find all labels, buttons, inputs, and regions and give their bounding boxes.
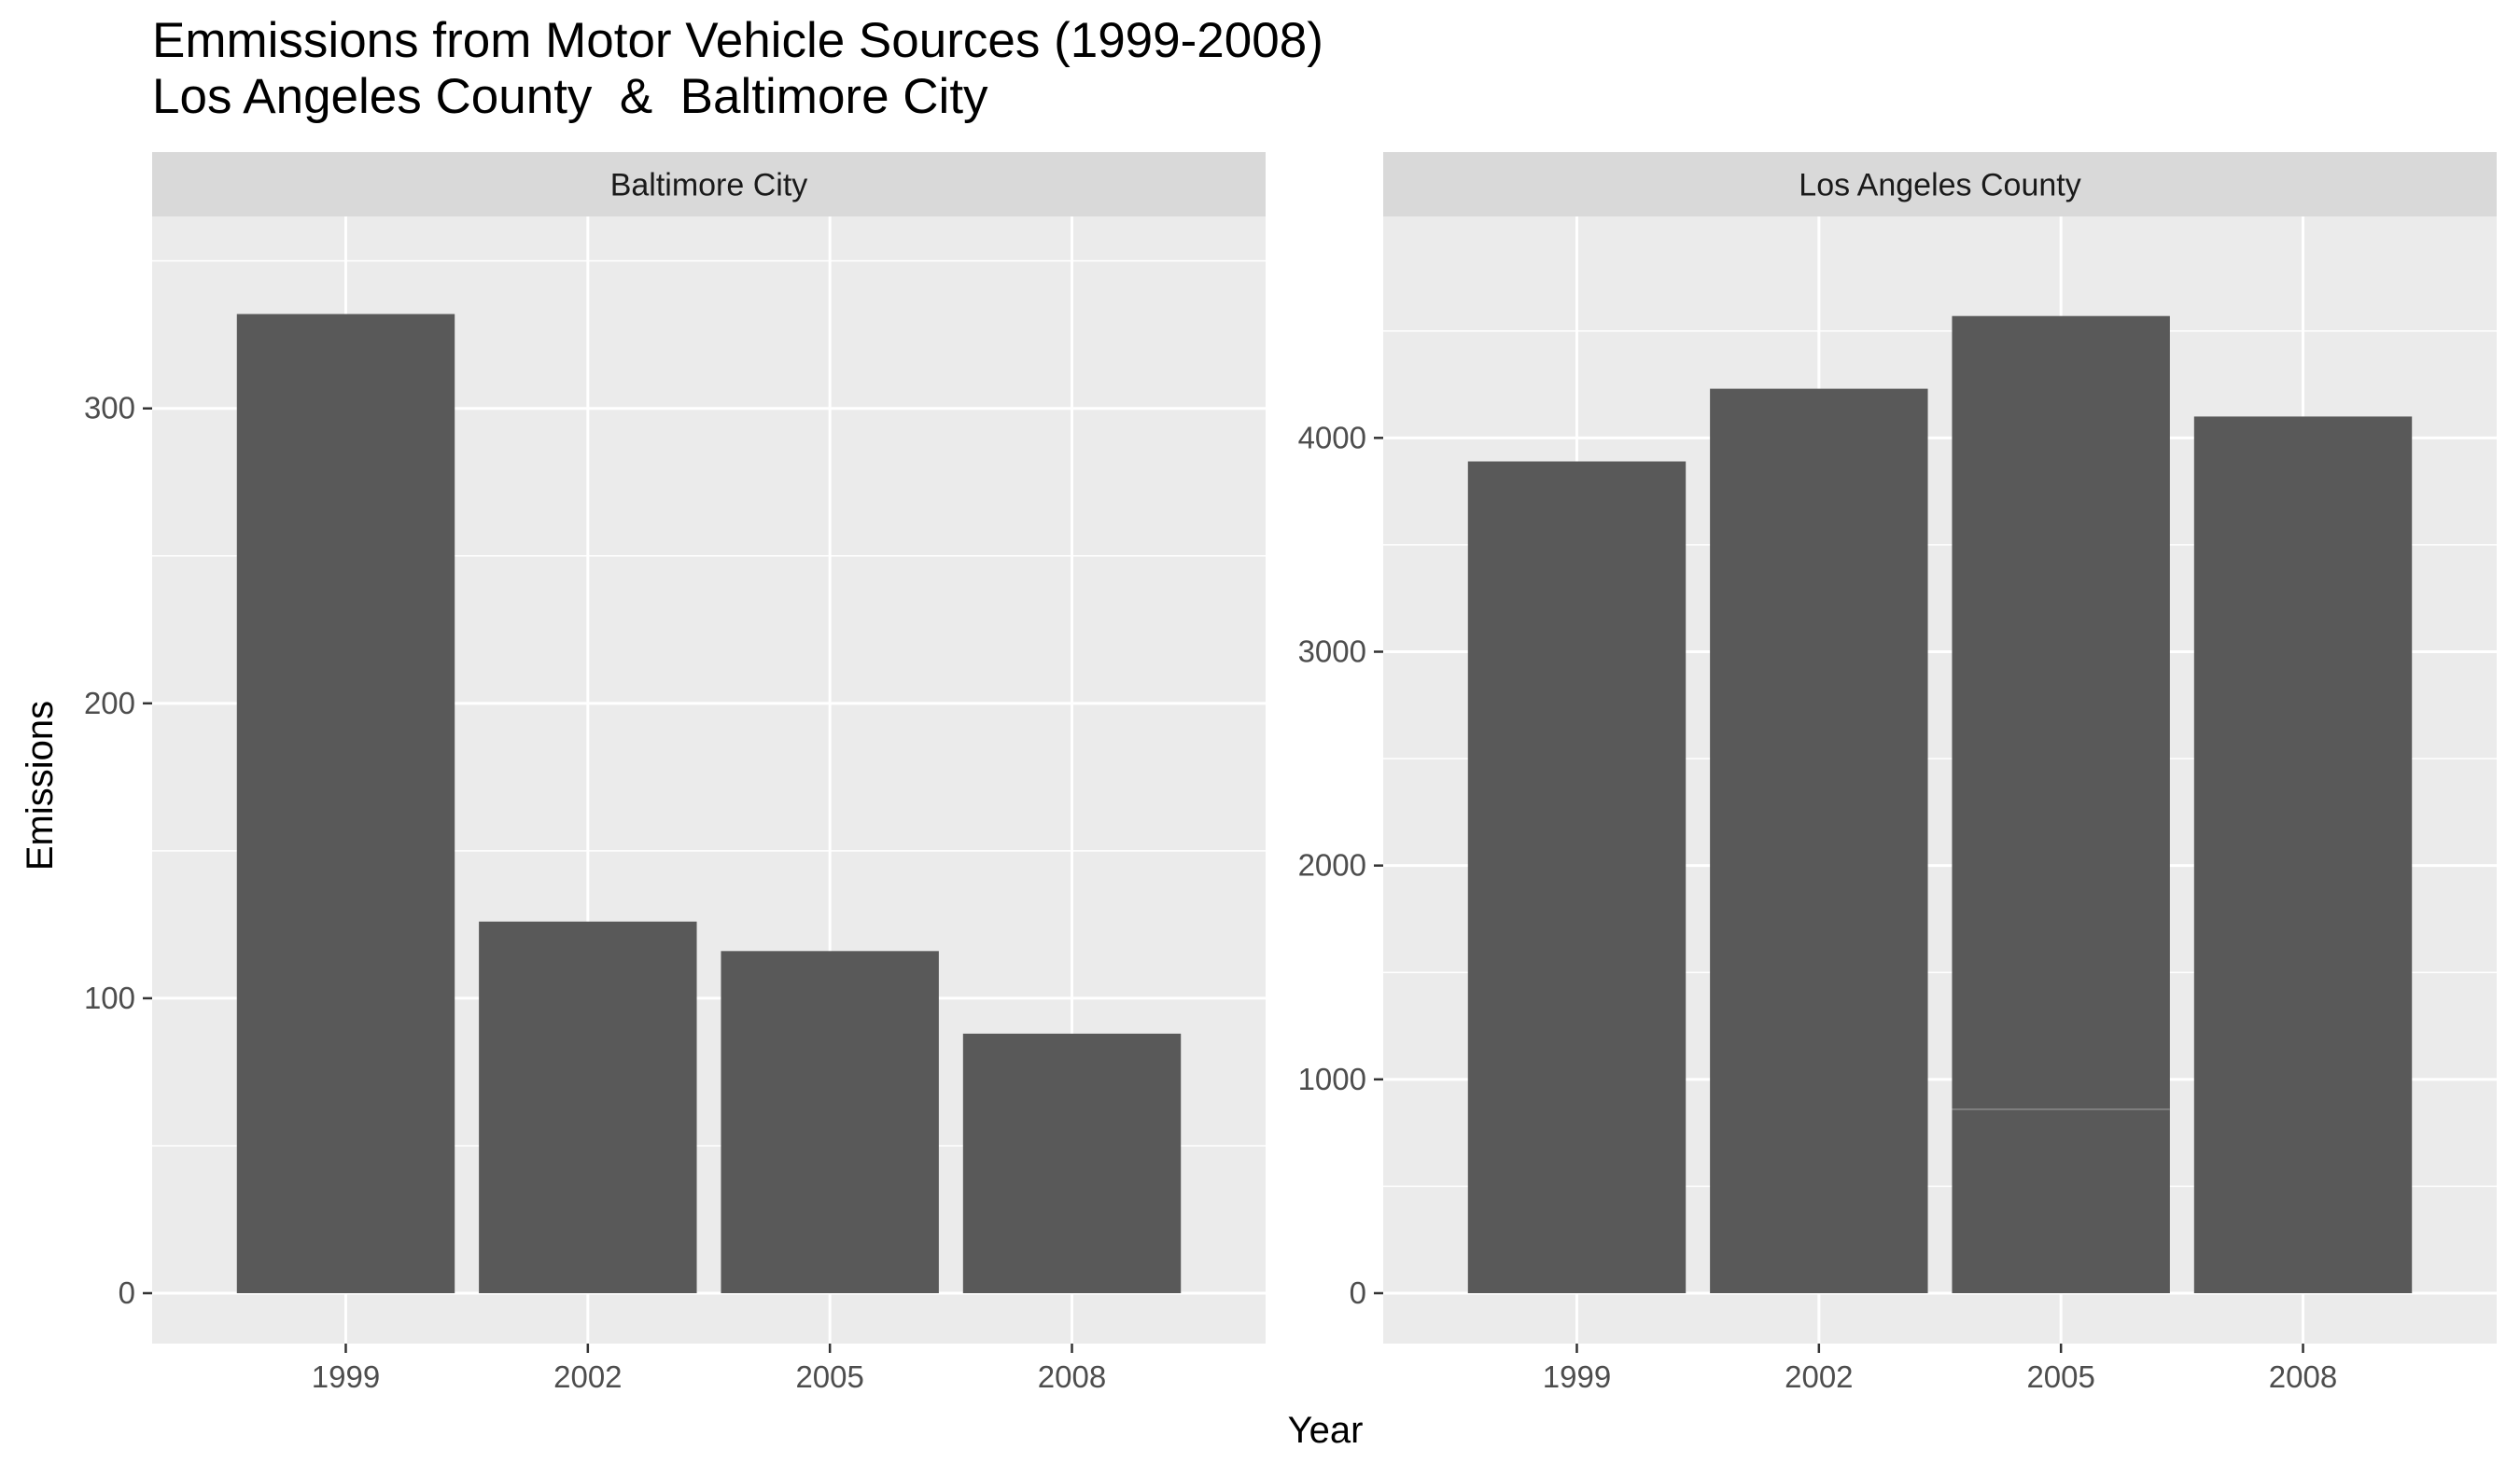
y-tick-label: 100 [84,981,135,1015]
x-axis-title: Year [1288,1410,1364,1451]
facet-strip-label: Baltimore City [610,168,808,203]
x-tick-label: 1999 [1543,1359,1611,1394]
y-tick-label: 4000 [1298,420,1366,454]
y-tick-label: 0 [119,1275,135,1310]
facet-strip [1383,152,2497,216]
y-tick-label: 300 [84,391,135,425]
y-axis-title: Emissions [20,701,61,871]
y-tick-label: 2000 [1298,848,1366,883]
x-tick-label: 2008 [2269,1359,2337,1394]
facet-strip [152,152,1266,216]
y-tick-label: 1000 [1298,1062,1366,1096]
bar-2005 [721,951,939,1293]
x-tick-label: 1999 [312,1359,380,1394]
chart-title: Emmissions from Motor Vehicle Sources (1… [152,13,1323,68]
x-tick-label: 2002 [553,1359,622,1394]
bar-2008 [2193,416,2413,1294]
y-tick-label: 3000 [1298,634,1366,669]
facet-panels: Baltimore City 0 100 200 300 1999 2002 2005 2008… [84,152,2497,1394]
bar-2008 [962,1033,1182,1293]
bar-2005 [1952,315,2170,1293]
facet-panel-1: Los Angeles County 0 1000 2000 3000 4000 1999 2… [1298,152,2497,1394]
y-tick-label: 200 [84,686,135,720]
bar-1999 [236,314,455,1293]
facet-panel-0: Baltimore City 0 100 200 300 1999 2002 2005 2008 [84,152,1266,1394]
bar-1999 [1467,461,1687,1294]
x-tick-label: 2008 [1038,1359,1106,1394]
y-tick-label: 0 [1350,1275,1366,1310]
x-tick-label: 2002 [1785,1359,1853,1394]
chart-title-block: Emmissions from Motor Vehicle Sources (1… [152,13,1323,125]
x-tick-label: 2005 [795,1359,863,1394]
bar-2002 [1710,388,1928,1293]
x-tick-label: 2005 [2026,1359,2094,1394]
bar-2002 [479,921,697,1293]
chart-subtitle: Los Angeles County & Baltimore City [152,69,988,124]
facet-strip-label: Los Angeles County [1799,168,2080,203]
